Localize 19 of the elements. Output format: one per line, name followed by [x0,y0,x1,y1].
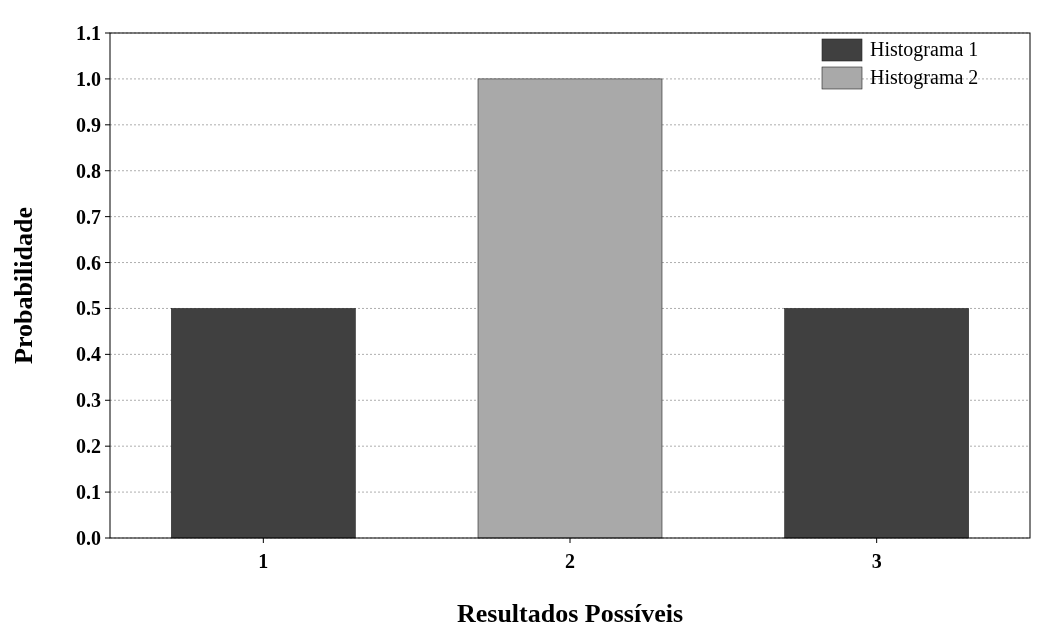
y-tick-label: 1.0 [76,67,101,90]
x-tick-label: 3 [871,550,882,572]
y-tick-label: 0.7 [76,205,101,228]
y-tick-label: 0.2 [76,435,101,458]
y-axis-title: Probabilidade [9,206,38,365]
y-tick-label: 0.9 [76,113,101,136]
x-tick-label: 2 [565,550,575,572]
y-tick-label: 0.1 [76,481,101,504]
y-tick-label: 0.0 [76,527,101,549]
y-tick-label: 0.5 [76,297,101,320]
y-tick-label: 1.1 [76,22,101,44]
x-axis-title: Resultados Possíveis [456,599,684,628]
legend-label: Histograma 1 [870,38,979,61]
y-tick-label: 0.8 [76,159,101,182]
x-tick-label: 1 [258,550,269,572]
y-tick-label: 0.4 [76,343,101,366]
y-tick-label: 0.3 [76,389,101,412]
legend-label: Histograma 2 [870,66,979,89]
y-tick-label: 0.6 [76,251,101,274]
